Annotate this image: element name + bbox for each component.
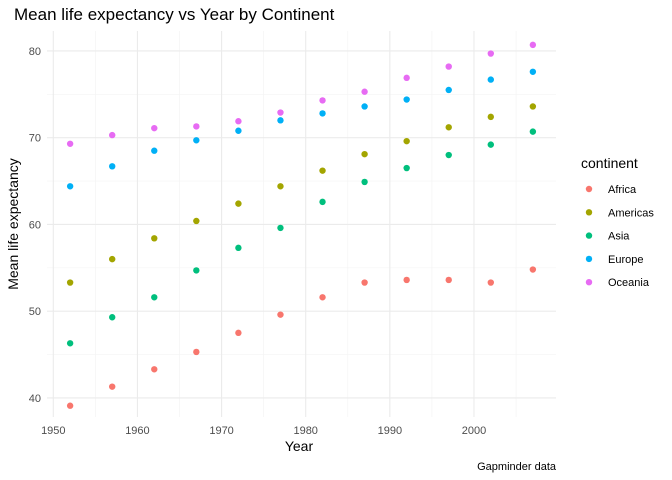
data-point xyxy=(361,103,368,110)
x-tick-label: 1980 xyxy=(293,425,317,437)
y-tick-label: 70 xyxy=(29,133,41,145)
data-point xyxy=(361,178,368,186)
x-axis-ticks: 1950 1960 1970 1980 1990 2000 xyxy=(41,425,486,437)
data-point xyxy=(66,340,74,347)
x-axis-title: Year xyxy=(285,438,314,454)
data-point xyxy=(403,164,410,172)
data-point xyxy=(319,97,326,104)
data-point xyxy=(193,137,200,144)
data-point xyxy=(66,402,74,409)
y-tick-label: 80 xyxy=(29,46,41,58)
data-point xyxy=(109,131,116,139)
data-point xyxy=(193,348,200,356)
data-point xyxy=(487,279,494,286)
data-point xyxy=(487,113,494,121)
caption: Gapminder data xyxy=(477,461,557,473)
data-point xyxy=(235,244,242,252)
legend-title: continent xyxy=(581,155,638,171)
data-points xyxy=(66,41,537,409)
legend-label: Americas xyxy=(608,207,654,219)
y-tick-label: 60 xyxy=(29,219,41,231)
data-point xyxy=(361,279,368,286)
data-point xyxy=(445,86,452,94)
data-point xyxy=(529,266,537,273)
x-tick-label: 1990 xyxy=(378,425,402,437)
data-point xyxy=(109,383,116,390)
x-tick-label: 1960 xyxy=(125,425,149,437)
data-point xyxy=(66,279,74,286)
data-point xyxy=(109,255,116,263)
data-point xyxy=(277,109,284,116)
data-point xyxy=(277,311,284,318)
data-point xyxy=(403,96,410,103)
data-point xyxy=(319,198,326,206)
data-point xyxy=(487,141,494,148)
data-point xyxy=(151,235,158,242)
legend-label: Europe xyxy=(608,254,643,266)
data-point xyxy=(403,137,410,145)
y-tick-label: 50 xyxy=(29,306,41,318)
data-point xyxy=(193,123,200,130)
y-tick-label: 40 xyxy=(29,393,41,405)
data-point xyxy=(529,128,537,135)
data-point xyxy=(277,183,284,190)
data-point xyxy=(151,294,158,301)
data-point xyxy=(66,183,74,190)
data-point xyxy=(151,366,158,373)
legend-key xyxy=(585,209,593,216)
legend-label: Oceania xyxy=(608,277,650,289)
y-axis-ticks: 40 50 60 70 80 xyxy=(29,46,41,405)
legend-label: Asia xyxy=(608,231,630,243)
data-point xyxy=(529,103,537,110)
data-point xyxy=(403,276,410,284)
data-point xyxy=(529,68,537,75)
data-point xyxy=(319,294,326,301)
data-point xyxy=(193,267,200,274)
data-point xyxy=(235,127,242,134)
data-point xyxy=(361,88,368,95)
data-point xyxy=(319,167,326,174)
x-tick-label: 1950 xyxy=(41,425,65,437)
data-point xyxy=(151,124,158,132)
grid xyxy=(47,31,556,417)
data-point xyxy=(235,118,242,125)
data-point xyxy=(529,41,537,49)
data-point xyxy=(109,314,116,321)
data-point xyxy=(403,74,410,82)
data-point xyxy=(445,63,452,70)
data-point xyxy=(151,147,158,154)
legend-label: Africa xyxy=(608,184,637,196)
x-tick-label: 2000 xyxy=(462,425,486,437)
data-point xyxy=(109,163,116,170)
y-axis-title: Mean life expectancy xyxy=(5,158,21,290)
legend-key xyxy=(585,255,593,263)
legend-key xyxy=(585,232,593,239)
data-point xyxy=(361,150,368,158)
data-point xyxy=(193,217,200,225)
legend-key xyxy=(585,279,593,286)
data-point xyxy=(277,117,284,124)
data-point xyxy=(319,110,326,117)
data-point xyxy=(66,140,74,147)
data-point xyxy=(235,329,242,337)
data-point xyxy=(487,50,494,57)
data-point xyxy=(277,224,284,232)
data-point xyxy=(445,124,452,131)
data-point xyxy=(487,76,494,83)
legend-key xyxy=(585,185,593,193)
legend: continent Africa Americas Asia Europe Oceani… xyxy=(581,155,654,289)
data-point xyxy=(235,200,242,207)
data-point xyxy=(445,151,452,159)
x-tick-label: 1970 xyxy=(209,425,233,437)
data-point xyxy=(445,276,452,284)
chart-title: Mean life expectancy vs Year by Continen… xyxy=(14,5,335,24)
